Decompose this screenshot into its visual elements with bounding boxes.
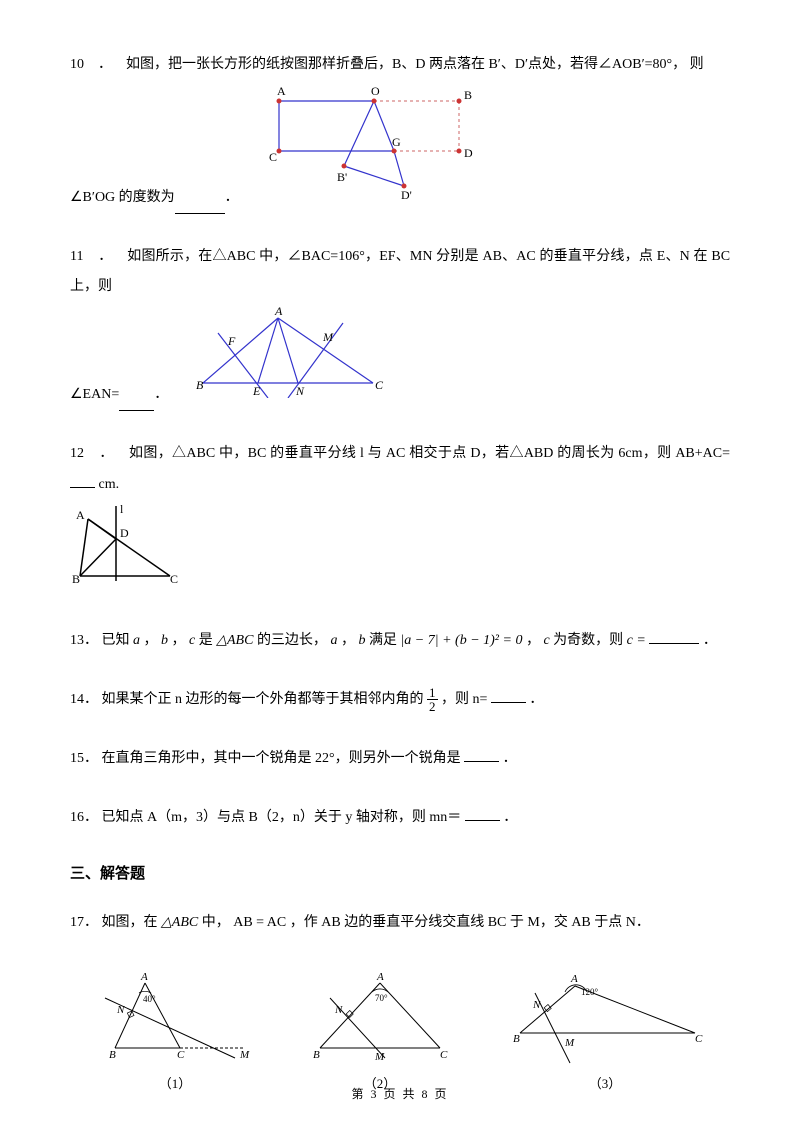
- q10-tail: ．: [225, 183, 239, 214]
- q12-text: 如图，△ABC 中，BC 的垂直平分线 l 与 AC 相交于点 D，若△ABD …: [129, 446, 730, 461]
- svg-text:B: B: [464, 88, 472, 102]
- q14-fraction: 1 2: [427, 686, 438, 713]
- q12-unit: cm.: [99, 477, 120, 492]
- svg-text:B: B: [196, 378, 204, 392]
- q10-text-post: ∠B′OG 的度数为: [70, 183, 175, 214]
- q12-blank: [70, 474, 95, 488]
- svg-text:M: M: [564, 1037, 575, 1049]
- q13-a: a: [133, 633, 140, 648]
- svg-text:120°: 120°: [581, 987, 599, 997]
- q13-eq: |a − 7| + (b − 1)² = 0: [400, 633, 522, 648]
- q13-b: b: [161, 633, 168, 648]
- q11-tail: ．: [154, 380, 168, 411]
- q10-line1: 10 ． 如图，把一张长方形的纸按图那样折叠后，B、D 两点落在 B′、D′点处…: [70, 50, 730, 81]
- svg-text:A: A: [277, 84, 286, 98]
- svg-text:B: B: [109, 1049, 116, 1061]
- svg-text:D': D': [401, 188, 412, 201]
- svg-text:N: N: [532, 999, 541, 1011]
- q14-number: 14．: [70, 692, 98, 707]
- svg-text:O: O: [371, 84, 380, 98]
- q17-fig3: 120° A B C N M （3）: [505, 968, 705, 1092]
- q13-tri: △ABC: [216, 633, 253, 648]
- section-3-title: 三、解答题: [70, 862, 730, 883]
- svg-text:M: M: [239, 1049, 250, 1061]
- svg-text:A: A: [76, 508, 85, 522]
- question-13: 13． 已知 a ， b ， c 是 △ABC 的三边长， a ， b 满足 |…: [70, 626, 730, 657]
- svg-text:B': B': [337, 170, 347, 184]
- q17-figures: 40° A B C N M （1） 70° A B C N M （2）: [70, 968, 730, 1092]
- svg-text:D: D: [464, 146, 473, 160]
- question-15: 15． 在直角三角形中，其中一个锐角是 22°，则另外一个锐角是 ．: [70, 744, 730, 775]
- svg-text:A: A: [274, 304, 283, 318]
- svg-text:M: M: [322, 330, 334, 344]
- svg-text:70°: 70°: [375, 993, 388, 1003]
- svg-text:C: C: [269, 150, 277, 164]
- q14-p2: ，则 n=: [441, 692, 487, 707]
- q12-line1: 12 ． 如图，△ABC 中，BC 的垂直平分线 l 与 AC 相交于点 D，若…: [70, 439, 730, 501]
- svg-text:A: A: [376, 971, 384, 983]
- svg-text:C: C: [177, 1049, 185, 1061]
- svg-text:B: B: [72, 572, 80, 586]
- svg-text:A: A: [140, 971, 148, 983]
- q17-fig2: 70° A B C N M （2）: [305, 968, 455, 1092]
- q13-c: c: [189, 633, 195, 648]
- svg-text:40°: 40°: [143, 994, 156, 1004]
- q10-sep: ．: [98, 57, 112, 72]
- q14-blank: [491, 689, 526, 703]
- q10-blank: [175, 200, 225, 214]
- q10-text-pre: 如图，把一张长方形的纸按图那样折叠后，B、D 两点落在 B′、D′点处，若得∠A…: [126, 57, 704, 72]
- q10-number: 10: [70, 57, 84, 72]
- svg-text:M: M: [374, 1051, 385, 1063]
- q12-figure: A B C D l: [70, 501, 180, 599]
- q15-blank: [464, 748, 499, 762]
- question-16: 16． 已知点 A（m，3）与点 B（2，n）关于 y 轴对称，则 mn＝ ．: [70, 803, 730, 834]
- q16-p1: 已知点 A（m，3）与点 B（2，n）关于 y 轴对称，则 mn＝: [102, 810, 462, 825]
- q15-p1: 在直角三角形中，其中一个锐角是 22°，则另外一个锐角是: [102, 751, 461, 766]
- q11-text-pre: 如图所示，在△ABC 中，∠BAC=106°，EF、MN 分别是 AB、AC 的…: [70, 249, 730, 295]
- svg-text:N: N: [116, 1004, 125, 1016]
- q11-sep: ．: [98, 249, 112, 264]
- q11-figure: A B C E N F M: [188, 303, 388, 411]
- svg-text:B: B: [313, 1049, 320, 1061]
- q15-number: 15．: [70, 751, 98, 766]
- q11-blank: [119, 397, 154, 411]
- q17-fig1: 40° A B C N M （1）: [95, 968, 255, 1092]
- q17-eq: AB = AC: [233, 915, 286, 930]
- q13-p1: 已知: [102, 633, 130, 648]
- svg-text:C: C: [170, 572, 178, 586]
- q10-figure: A O B C G D B' D': [259, 81, 489, 214]
- question-14: 14． 如果某个正 n 边形的每一个外角都等于其相邻内角的 1 2 ，则 n= …: [70, 685, 730, 716]
- svg-text:C: C: [440, 1049, 448, 1061]
- svg-text:N: N: [295, 384, 305, 398]
- svg-text:N: N: [334, 1004, 343, 1016]
- question-17: 17． 如图，在 △ABC 中， AB = AC ，作 AB 边的垂直平分线交直…: [70, 908, 730, 939]
- question-12: 12 ． 如图，△ABC 中，BC 的垂直平分线 l 与 AC 相交于点 D，若…: [70, 439, 730, 598]
- q12-sep: ．: [99, 446, 113, 461]
- svg-text:D: D: [120, 526, 129, 540]
- question-10: 10 ． 如图，把一张长方形的纸按图那样折叠后，B、D 两点落在 B′、D′点处…: [70, 50, 730, 214]
- q14-p1: 如果某个正 n 边形的每一个外角都等于其相邻内角的: [102, 692, 424, 707]
- q16-blank: [465, 807, 500, 821]
- svg-text:B: B: [513, 1033, 520, 1045]
- q11-text-post: ∠EAN=: [70, 380, 119, 411]
- q11-line1: 11 ． 如图所示，在△ABC 中，∠BAC=106°，EF、MN 分别是 AB…: [70, 242, 730, 304]
- q16-number: 16．: [70, 810, 98, 825]
- q12-number: 12: [70, 446, 84, 461]
- svg-text:G: G: [392, 135, 401, 149]
- question-11: 11 ． 如图所示，在△ABC 中，∠BAC=106°，EF、MN 分别是 AB…: [70, 242, 730, 411]
- page-footer: 第 3 页 共 8 页: [0, 1085, 800, 1102]
- q11-number: 11: [70, 249, 83, 264]
- svg-text:E: E: [252, 384, 261, 398]
- q13-blank: [649, 630, 699, 644]
- q13-number: 13．: [70, 633, 98, 648]
- svg-text:l: l: [120, 502, 124, 516]
- svg-text:C: C: [695, 1033, 703, 1045]
- q17-number: 17．: [70, 915, 98, 930]
- svg-text:F: F: [227, 334, 236, 348]
- svg-text:A: A: [570, 973, 578, 985]
- svg-text:C: C: [375, 378, 384, 392]
